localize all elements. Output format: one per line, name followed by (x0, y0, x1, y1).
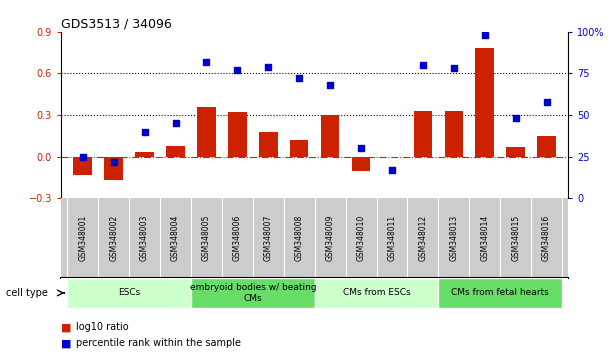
Bar (315, 278, 438, 308)
Text: GSM348010: GSM348010 (357, 215, 365, 261)
Point (170, 120, 180, 126)
Text: GSM348016: GSM348016 (542, 215, 551, 261)
Bar (438, 278, 562, 308)
Bar (445, 111, 463, 156)
Bar (475, 48, 494, 156)
Text: CMs from fetal hearts: CMs from fetal hearts (452, 289, 549, 297)
Text: percentile rank within the sample: percentile rank within the sample (76, 338, 241, 348)
Bar (67, 278, 191, 308)
Text: GSM348014: GSM348014 (480, 215, 489, 261)
Text: GSM348005: GSM348005 (202, 215, 211, 261)
Text: embryoid bodies w/ beating
CMs: embryoid bodies w/ beating CMs (189, 283, 316, 303)
Bar (191, 278, 315, 308)
Text: GSM348015: GSM348015 (511, 215, 520, 261)
Text: GSM348001: GSM348001 (78, 215, 87, 261)
Text: GSM348004: GSM348004 (171, 215, 180, 261)
Text: GSM348012: GSM348012 (419, 215, 427, 261)
Text: cell type: cell type (6, 288, 48, 298)
Bar (290, 140, 309, 156)
Point (542, 99, 552, 104)
Point (387, 167, 397, 173)
Point (140, 129, 150, 135)
Point (511, 115, 521, 121)
Text: CMs from ESCs: CMs from ESCs (343, 289, 411, 297)
Point (263, 64, 273, 70)
Bar (537, 136, 556, 156)
Point (356, 145, 366, 151)
Text: ESCs: ESCs (118, 289, 141, 297)
Bar (197, 107, 216, 156)
Point (295, 76, 304, 81)
Point (202, 59, 211, 65)
Point (449, 65, 459, 71)
Point (78, 154, 87, 159)
Bar (104, 156, 123, 180)
Text: ■: ■ (61, 322, 71, 332)
Point (480, 32, 489, 38)
Text: ■: ■ (61, 338, 71, 348)
Text: GSM348013: GSM348013 (449, 215, 458, 261)
Text: GSM348011: GSM348011 (387, 215, 397, 261)
Point (325, 82, 335, 88)
Text: GSM348003: GSM348003 (140, 215, 149, 261)
Text: GSM348009: GSM348009 (326, 215, 335, 261)
Bar (228, 112, 247, 156)
Point (109, 159, 119, 165)
Bar (352, 156, 370, 171)
Text: GSM348002: GSM348002 (109, 215, 118, 261)
Bar (507, 147, 525, 156)
Point (232, 67, 242, 73)
Bar (73, 156, 92, 175)
Text: GSM348007: GSM348007 (264, 215, 273, 261)
Text: GSM348006: GSM348006 (233, 215, 242, 261)
Bar (259, 132, 277, 156)
Text: GDS3513 / 34096: GDS3513 / 34096 (61, 18, 172, 31)
Text: GSM348008: GSM348008 (295, 215, 304, 261)
Bar (166, 145, 185, 156)
Point (418, 62, 428, 68)
Bar (414, 111, 432, 156)
Bar (321, 115, 339, 156)
Bar (135, 153, 154, 156)
Text: log10 ratio: log10 ratio (76, 322, 129, 332)
